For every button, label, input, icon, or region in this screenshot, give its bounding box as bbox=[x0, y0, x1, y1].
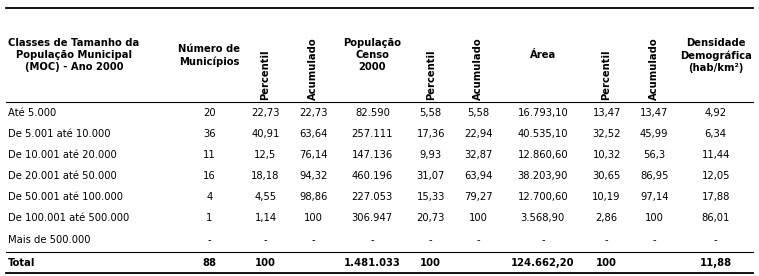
Text: 22,94: 22,94 bbox=[464, 129, 493, 139]
Text: Classes de Tamanho da
População Municipal
(MOC) - Ano 2000: Classes de Tamanho da População Municipa… bbox=[8, 38, 140, 72]
Text: 1,14: 1,14 bbox=[254, 213, 276, 223]
Text: 82.590: 82.590 bbox=[355, 108, 390, 118]
Text: 98,86: 98,86 bbox=[299, 192, 327, 202]
Text: 79,27: 79,27 bbox=[464, 192, 493, 202]
Text: 63,64: 63,64 bbox=[299, 129, 327, 139]
Text: 16: 16 bbox=[203, 171, 216, 181]
Text: 56,3: 56,3 bbox=[643, 150, 665, 160]
Text: 124.662,20: 124.662,20 bbox=[511, 258, 575, 268]
Text: 12.860,60: 12.860,60 bbox=[518, 150, 568, 160]
Text: -: - bbox=[605, 235, 609, 245]
Text: 460.196: 460.196 bbox=[351, 171, 393, 181]
Text: 100: 100 bbox=[304, 213, 323, 223]
Text: 12,05: 12,05 bbox=[701, 171, 730, 181]
Text: 86,01: 86,01 bbox=[701, 213, 730, 223]
Text: De 10.001 até 20.000: De 10.001 até 20.000 bbox=[8, 150, 117, 160]
Text: 12.700,60: 12.700,60 bbox=[518, 192, 568, 202]
Text: -: - bbox=[541, 235, 545, 245]
Text: 22,73: 22,73 bbox=[251, 108, 280, 118]
Text: 13,47: 13,47 bbox=[593, 108, 621, 118]
Text: 5,58: 5,58 bbox=[420, 108, 442, 118]
Text: 18,18: 18,18 bbox=[251, 171, 279, 181]
Text: Área: Área bbox=[530, 50, 556, 60]
Text: Acumulado: Acumulado bbox=[308, 37, 318, 100]
Text: 40,91: 40,91 bbox=[251, 129, 279, 139]
Text: 4,92: 4,92 bbox=[704, 108, 726, 118]
Text: 100: 100 bbox=[420, 258, 441, 268]
Text: 16.793,10: 16.793,10 bbox=[518, 108, 568, 118]
Text: 32,87: 32,87 bbox=[464, 150, 493, 160]
Text: Número de
Municípios: Número de Municípios bbox=[178, 44, 241, 67]
Text: 63,94: 63,94 bbox=[464, 171, 493, 181]
Text: 15,33: 15,33 bbox=[417, 192, 445, 202]
Text: Mais de 500.000: Mais de 500.000 bbox=[8, 235, 91, 245]
Text: De 20.001 até 50.000: De 20.001 até 50.000 bbox=[8, 171, 117, 181]
Text: 100: 100 bbox=[596, 258, 617, 268]
Text: 100: 100 bbox=[255, 258, 276, 268]
Text: 10,32: 10,32 bbox=[593, 150, 621, 160]
Text: 4,55: 4,55 bbox=[254, 192, 276, 202]
Text: 17,88: 17,88 bbox=[701, 192, 730, 202]
Text: Percentil: Percentil bbox=[260, 49, 270, 100]
Text: 306.947: 306.947 bbox=[351, 213, 393, 223]
Text: -: - bbox=[311, 235, 315, 245]
Text: 147.136: 147.136 bbox=[351, 150, 393, 160]
Text: 227.053: 227.053 bbox=[351, 192, 393, 202]
Text: 45,99: 45,99 bbox=[640, 129, 669, 139]
Text: -: - bbox=[370, 235, 374, 245]
Text: 9,93: 9,93 bbox=[420, 150, 442, 160]
Text: 38.203,90: 38.203,90 bbox=[518, 171, 568, 181]
Text: -: - bbox=[263, 235, 267, 245]
Text: 11,44: 11,44 bbox=[701, 150, 730, 160]
Text: 20: 20 bbox=[203, 108, 216, 118]
Text: Acumulado: Acumulado bbox=[474, 37, 483, 100]
Text: -: - bbox=[714, 235, 717, 245]
Text: 100: 100 bbox=[469, 213, 488, 223]
Text: 6,34: 6,34 bbox=[704, 129, 726, 139]
Text: De 5.001 até 10.000: De 5.001 até 10.000 bbox=[8, 129, 111, 139]
Text: 32,52: 32,52 bbox=[592, 129, 621, 139]
Text: 76,14: 76,14 bbox=[299, 150, 327, 160]
Text: 12,5: 12,5 bbox=[254, 150, 276, 160]
Text: -: - bbox=[429, 235, 433, 245]
Text: 2,86: 2,86 bbox=[596, 213, 618, 223]
Text: 1: 1 bbox=[206, 213, 213, 223]
Text: 100: 100 bbox=[644, 213, 663, 223]
Text: 257.111: 257.111 bbox=[351, 129, 393, 139]
Text: 4: 4 bbox=[206, 192, 213, 202]
Text: 40.535,10: 40.535,10 bbox=[518, 129, 568, 139]
Text: 17,36: 17,36 bbox=[417, 129, 445, 139]
Text: 5,58: 5,58 bbox=[468, 108, 490, 118]
Text: 13,47: 13,47 bbox=[640, 108, 669, 118]
Text: 20,73: 20,73 bbox=[417, 213, 445, 223]
Text: Densidade
Demográfica
(hab/km²): Densidade Demográfica (hab/km²) bbox=[680, 38, 751, 73]
Text: 36: 36 bbox=[203, 129, 216, 139]
Text: 1.481.033: 1.481.033 bbox=[344, 258, 401, 268]
Text: Percentil: Percentil bbox=[426, 49, 436, 100]
Text: 30,65: 30,65 bbox=[593, 171, 621, 181]
Text: De 50.001 até 100.000: De 50.001 até 100.000 bbox=[8, 192, 124, 202]
Text: 94,32: 94,32 bbox=[299, 171, 327, 181]
Text: Percentil: Percentil bbox=[602, 49, 612, 100]
Text: População
Censo
2000: População Censo 2000 bbox=[343, 38, 402, 72]
Text: 31,07: 31,07 bbox=[417, 171, 445, 181]
Text: Acumulado: Acumulado bbox=[649, 37, 659, 100]
Text: -: - bbox=[207, 235, 211, 245]
Text: 97,14: 97,14 bbox=[640, 192, 669, 202]
Text: De 100.001 até 500.000: De 100.001 até 500.000 bbox=[8, 213, 130, 223]
Text: 88: 88 bbox=[203, 258, 216, 268]
Text: -: - bbox=[477, 235, 480, 245]
Text: 10,19: 10,19 bbox=[592, 192, 621, 202]
Text: -: - bbox=[653, 235, 656, 245]
Text: Até 5.000: Até 5.000 bbox=[8, 108, 57, 118]
Text: 86,95: 86,95 bbox=[640, 171, 669, 181]
Text: Total: Total bbox=[8, 258, 36, 268]
Text: 3.568,90: 3.568,90 bbox=[521, 213, 565, 223]
Text: 11: 11 bbox=[203, 150, 216, 160]
Text: 11,88: 11,88 bbox=[700, 258, 732, 268]
Text: 22,73: 22,73 bbox=[299, 108, 327, 118]
